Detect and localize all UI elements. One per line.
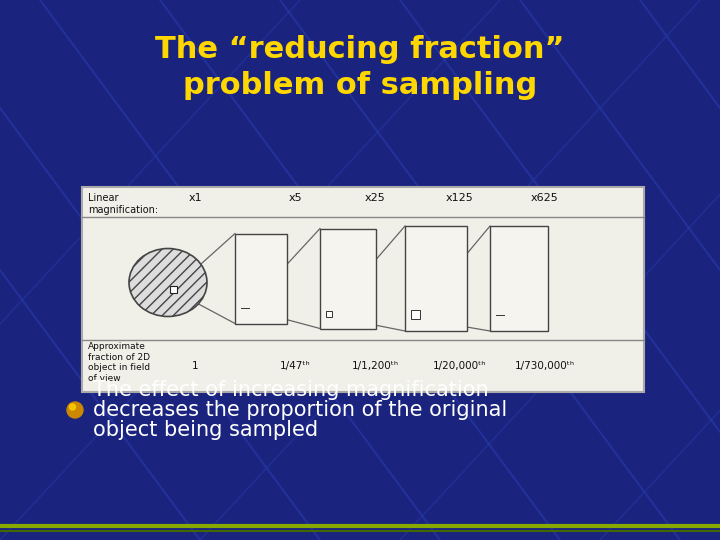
- Text: The “reducing fraction”: The “reducing fraction”: [156, 36, 564, 64]
- Text: 1/20,000ᵗʰ: 1/20,000ᵗʰ: [433, 361, 487, 371]
- Text: 1/730,000ᵗʰ: 1/730,000ᵗʰ: [515, 361, 575, 371]
- Text: x5: x5: [288, 193, 302, 203]
- Text: decreases the proportion of the original: decreases the proportion of the original: [93, 400, 508, 420]
- Bar: [235, 233, 287, 323]
- Text: x125: x125: [446, 193, 474, 203]
- Bar: [170, 286, 177, 293]
- Text: x625: x625: [531, 193, 559, 203]
- Circle shape: [70, 404, 76, 410]
- Bar: [405, 226, 467, 331]
- Text: The effect of increasing magnification: The effect of increasing magnification: [93, 380, 489, 400]
- Text: Linear
magnification:: Linear magnification:: [88, 193, 158, 215]
- Bar: [320, 228, 376, 328]
- Text: 1/47ᵗʰ: 1/47ᵗʰ: [279, 361, 310, 371]
- Ellipse shape: [129, 248, 207, 316]
- Text: 1/1,200ᵗʰ: 1/1,200ᵗʰ: [351, 361, 399, 371]
- Text: problem of sampling: problem of sampling: [183, 71, 537, 99]
- Text: 1: 1: [192, 361, 198, 371]
- Text: object being sampled: object being sampled: [93, 420, 318, 440]
- Bar: [82, 187, 644, 392]
- Bar: [490, 226, 548, 331]
- Text: x1: x1: [188, 193, 202, 203]
- Bar: [411, 310, 420, 319]
- Text: Approximate
fraction of 2D
object in field
of view: Approximate fraction of 2D object in fie…: [88, 342, 150, 383]
- Text: x25: x25: [364, 193, 385, 203]
- Circle shape: [67, 402, 83, 418]
- Bar: [326, 310, 332, 316]
